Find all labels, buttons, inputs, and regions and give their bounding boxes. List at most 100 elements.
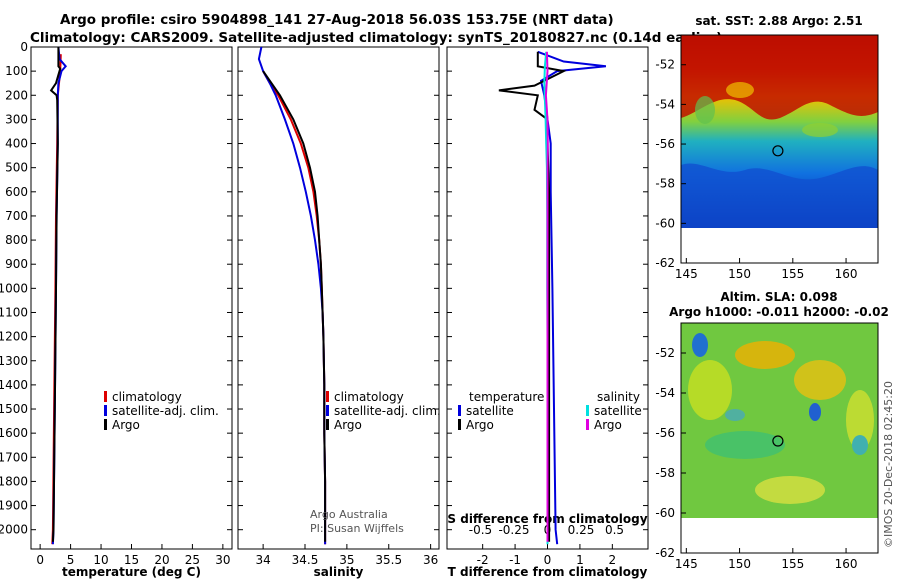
sla-ytick-label: -62	[655, 546, 675, 560]
sla-map-image	[681, 323, 878, 518]
salinity-xtick-label: 34	[255, 553, 270, 567]
depth-tick-label: 1500	[0, 402, 28, 416]
difference-xtick-label: -1	[509, 553, 521, 567]
sla-ytick-label: -54	[655, 386, 675, 400]
depth-tick-label: 100	[5, 64, 28, 78]
sst-map-image	[681, 35, 878, 228]
difference-series-s-argo	[544, 51, 549, 542]
salinity-diff-tick-label: 0.5	[605, 523, 624, 537]
difference-series-t-argo	[498, 51, 567, 542]
sst-ytick-label: -60	[655, 216, 675, 230]
credit-argo-australia: Argo Australia	[310, 508, 388, 521]
depth-tick-label: 800	[5, 233, 28, 247]
sst-argo-location-marker	[772, 145, 784, 157]
sst-map-axes: 145 150 155 160 -52 -54 -56 -58 -60 -62	[655, 58, 857, 281]
sla-xtick-label: 155	[781, 557, 804, 571]
salinity-series-climatology	[262, 70, 327, 545]
temperature-panel: 0100200300400500600700800900100011001200…	[0, 40, 233, 579]
temperature-series-argo	[49, 47, 62, 542]
depth-tick-label: 500	[5, 161, 28, 175]
sla-xtick-label: 150	[728, 557, 751, 571]
difference-legend-label: satellite	[594, 404, 642, 418]
legend-header-salinity: salinity	[597, 390, 640, 404]
sla-ytick-label: -60	[655, 506, 675, 520]
salinity-legend-label: Argo	[334, 418, 362, 432]
sst-ytick-label: -56	[655, 137, 675, 151]
salinity-legend-swatch	[326, 419, 329, 430]
sst-map-panel: sat. SST: 2.88 Argo: 2.51 145 150 155 160 -5…	[655, 14, 879, 281]
temperature-xtick-label: 5	[67, 553, 75, 567]
sla-argo-location-marker	[772, 435, 784, 447]
difference-xtick-label: 2	[609, 553, 617, 567]
depth-tick-label: 900	[5, 257, 28, 271]
sla-map-title: Altim. SLA: 0.098	[720, 290, 837, 304]
difference-legend-swatch	[586, 419, 589, 430]
salinity-xtick-label: 34.5	[292, 553, 319, 567]
sla-map-subtitle: Argo h1000: -0.011 h2000: -0.02	[669, 305, 889, 319]
depth-tick-label: 1200	[0, 330, 28, 344]
depth-tick-label: 700	[5, 209, 28, 223]
depth-tick-label: 1300	[0, 354, 28, 368]
legend-header-temperature: temperature	[469, 390, 544, 404]
difference-legend-label: satellite	[466, 404, 514, 418]
depth-tick-label: 0	[20, 40, 28, 54]
sla-ytick-label: -52	[655, 346, 675, 360]
difference-xtick-label: -2	[477, 553, 489, 567]
sla-map-panel: Altim. SLA: 0.098 Argo h1000: -0.011 h20…	[655, 290, 888, 571]
salinity-legend-swatch	[326, 405, 329, 416]
depth-tick-label: 300	[5, 112, 28, 126]
salinity-xlabel: salinity	[314, 565, 364, 579]
temperature-legend-swatch	[104, 405, 107, 416]
temperature-legend-label: satellite-adj. clim.	[112, 404, 219, 418]
depth-tick-label: 2000	[0, 523, 28, 537]
sst-xtick-label: 160	[835, 267, 858, 281]
figure-title-line2: Climatology: CARS2009. Satellite-adjuste…	[30, 30, 722, 46]
sla-map-axes: 145 150 155 160 -52 -54 -56 -58 -60 -62	[655, 346, 857, 571]
temperature-frame	[30, 46, 233, 550]
sla-xtick-label: 160	[835, 557, 858, 571]
salinity-diff-tick-label: -0.25	[498, 523, 529, 537]
difference-legend-label: Argo	[594, 418, 622, 432]
sst-ytick-label: -58	[655, 177, 675, 191]
salinity-frame	[237, 46, 440, 550]
temperature-xtick-label: 0	[36, 553, 44, 567]
depth-tick-label: 600	[5, 185, 28, 199]
difference-panel: -2 -1 0 1 2T difference from climatology -0.5…	[446, 46, 649, 579]
imos-timestamp: ©IMOS 20-Dec-2018 02:45:20	[882, 381, 895, 548]
depth-tick-label: 1700	[0, 450, 28, 464]
sla-map-frame	[680, 322, 879, 554]
sst-map-frame	[680, 34, 879, 264]
temperature-legend-label: climatology	[112, 390, 182, 404]
difference-legend-label: Argo	[466, 418, 494, 432]
temperature-xtick-label: 25	[185, 553, 200, 567]
salinity-legend-swatch	[326, 391, 329, 402]
sla-ytick-label: -58	[655, 466, 675, 480]
salinity-series-argo	[262, 70, 327, 542]
salinity-legend-label: climatology	[334, 390, 404, 404]
salinity-xtick-label: 35	[339, 553, 354, 567]
salinity-diff-tick-label: 0.25	[568, 523, 595, 537]
sst-ytick-label: -54	[655, 97, 675, 111]
depth-tick-label: 200	[5, 88, 28, 102]
depth-tick-label: 1600	[0, 426, 28, 440]
difference-legend-swatch	[586, 405, 589, 416]
difference-xlabel: T difference from climatology	[448, 565, 648, 579]
difference-legend-swatch	[458, 405, 461, 416]
credit-pi-name: PI: Susan Wijffels	[310, 522, 404, 535]
sst-xtick-label: 145	[675, 267, 698, 281]
figure-title-line1: Argo profile: csiro 5904898_141 27-Aug-2…	[60, 12, 614, 28]
temperature-legend-swatch	[104, 391, 107, 402]
sst-map-title: sat. SST: 2.88 Argo: 2.51	[695, 14, 862, 28]
sla-ytick-label: -56	[655, 426, 675, 440]
depth-tick-label: 1000	[0, 281, 28, 295]
difference-legend-swatch	[458, 419, 461, 430]
temperature-xtick-label: 30	[215, 553, 230, 567]
temperature-xtick-label: 20	[154, 553, 169, 567]
difference-xtick-label: 1	[576, 553, 584, 567]
sst-xtick-label: 155	[781, 267, 804, 281]
difference-xtick-label: 0	[544, 553, 552, 567]
salinity-legend-label: satellite-adj. clim.	[334, 404, 441, 418]
sst-ytick-label: -62	[655, 256, 675, 270]
depth-tick-label: 1400	[0, 378, 28, 392]
salinity-diff-tick-label: -0.5	[469, 523, 492, 537]
